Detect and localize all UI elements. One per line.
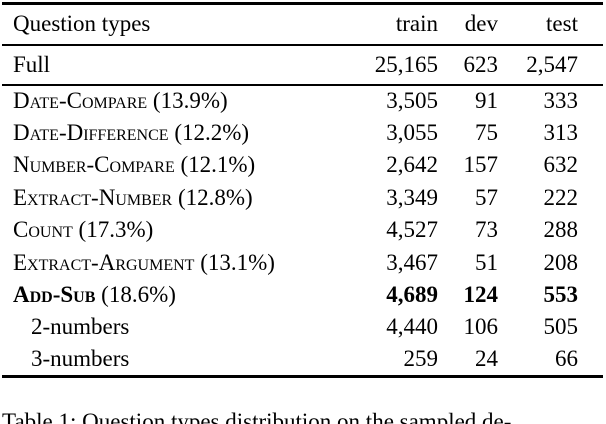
question-type-label: Extract-Argument [13, 249, 195, 275]
row-dev-value: 51 [475, 249, 498, 275]
table-row: Extract-Argument (13.1%) 3,467 51 208 [2, 246, 603, 278]
full-row: Full 25,165 623 2,547 [2, 45, 603, 85]
question-type-label: Number-Compare [13, 152, 175, 178]
table-row: 3-numbers 259 24 66 [2, 344, 603, 376]
header-dev: dev [464, 11, 498, 37]
question-type-percent: (18.6%) [101, 282, 176, 308]
row-label-cell: Add-Sub (18.6%) [2, 279, 338, 311]
header-question-types: Question types [13, 11, 151, 37]
row-test-value: 505 [543, 314, 579, 340]
table-row: Date-Compare (13.9%) 3,505 91 333 [2, 85, 603, 117]
question-type-label: 3-numbers [31, 346, 130, 372]
row-train-value: 3,349 [386, 184, 438, 210]
full-train: 25,165 [374, 51, 438, 77]
row-train-value: 3,505 [386, 88, 438, 114]
row-label-cell: Date-Compare (13.9%) [2, 85, 338, 117]
question-type-label: Date-Compare [13, 88, 148, 114]
row-train-value: 4,689 [386, 282, 438, 308]
question-type-label: Extract-Number [13, 184, 173, 210]
row-test-value: 208 [543, 249, 579, 275]
row-train-value: 4,527 [386, 217, 438, 243]
row-label-cell: Extract-Argument (13.1%) [2, 246, 338, 278]
row-label-cell: 2-numbers [2, 311, 338, 343]
row-train-value: 3,467 [386, 249, 438, 275]
full-dev: 623 [463, 51, 499, 77]
question-type-label: Date-Difference [13, 120, 169, 146]
question-type-percent: (17.3%) [78, 217, 154, 243]
question-type-percent: (12.1%) [180, 152, 256, 178]
header-train: train [395, 11, 438, 37]
row-test-value: 553 [543, 282, 579, 308]
row-test-value: 66 [555, 346, 578, 372]
row-test-value: 333 [543, 88, 579, 114]
row-label-cell: Count (17.3%) [2, 214, 338, 246]
question-type-label: 2-numbers [31, 314, 130, 340]
row-train-value: 259 [403, 346, 439, 372]
row-dev-value: 57 [475, 184, 498, 210]
row-test-value: 288 [543, 217, 579, 243]
table-row: Count (17.3%) 4,527 73 288 [2, 214, 603, 246]
header-row: Question types train dev test [2, 4, 603, 45]
table-row: Extract-Number (12.8%) 3,349 57 222 [2, 182, 603, 214]
question-type-label: Add-Sub [13, 282, 96, 308]
question-type-percent: (12.8%) [177, 184, 253, 210]
question-types-table: Question types train dev test Full 25,16… [2, 2, 603, 378]
row-train-value: 4,440 [386, 314, 438, 340]
row-test-value: 222 [543, 184, 579, 210]
table-body: Date-Compare (13.9%) 3,505 91 333 Date-D… [2, 85, 603, 377]
full-section: Full 25,165 623 2,547 [2, 45, 603, 85]
row-dev-value: 73 [475, 217, 498, 243]
row-dev-value: 157 [463, 152, 499, 178]
row-train-value: 3,055 [386, 120, 438, 146]
table-header: Question types train dev test [2, 4, 603, 45]
table-row: Date-Difference (12.2%) 3,055 75 313 [2, 117, 603, 149]
question-type-percent: (13.9%) [152, 88, 228, 114]
row-dev-value: 24 [475, 346, 498, 372]
table-row: 2-numbers 4,440 106 505 [2, 311, 603, 343]
row-test-value: 313 [543, 120, 579, 146]
row-train-value: 2,642 [386, 152, 438, 178]
row-label-cell: Date-Difference (12.2%) [2, 117, 338, 149]
row-test-value: 632 [543, 152, 579, 178]
row-dev-value: 91 [475, 88, 498, 114]
row-label-cell: Extract-Number (12.8%) [2, 182, 338, 214]
row-label-cell: Number-Compare (12.1%) [2, 149, 338, 181]
question-type-percent: (12.2%) [174, 120, 250, 146]
row-dev-value: 75 [475, 120, 498, 146]
row-dev-value: 106 [463, 314, 499, 340]
full-label: Full [13, 51, 51, 77]
row-dev-value: 124 [463, 282, 499, 308]
table-row: Number-Compare (12.1%) 2,642 157 632 [2, 149, 603, 181]
full-test: 2,547 [526, 51, 578, 77]
question-type-label: Count [13, 217, 73, 243]
question-type-percent: (13.1%) [200, 249, 275, 275]
table-row: Add-Sub (18.6%) 4,689 124 553 [2, 279, 603, 311]
header-test: test [546, 11, 578, 37]
table-caption: Table 1: Question types distribution on … [2, 409, 512, 424]
row-label-cell: 3-numbers [2, 344, 338, 376]
